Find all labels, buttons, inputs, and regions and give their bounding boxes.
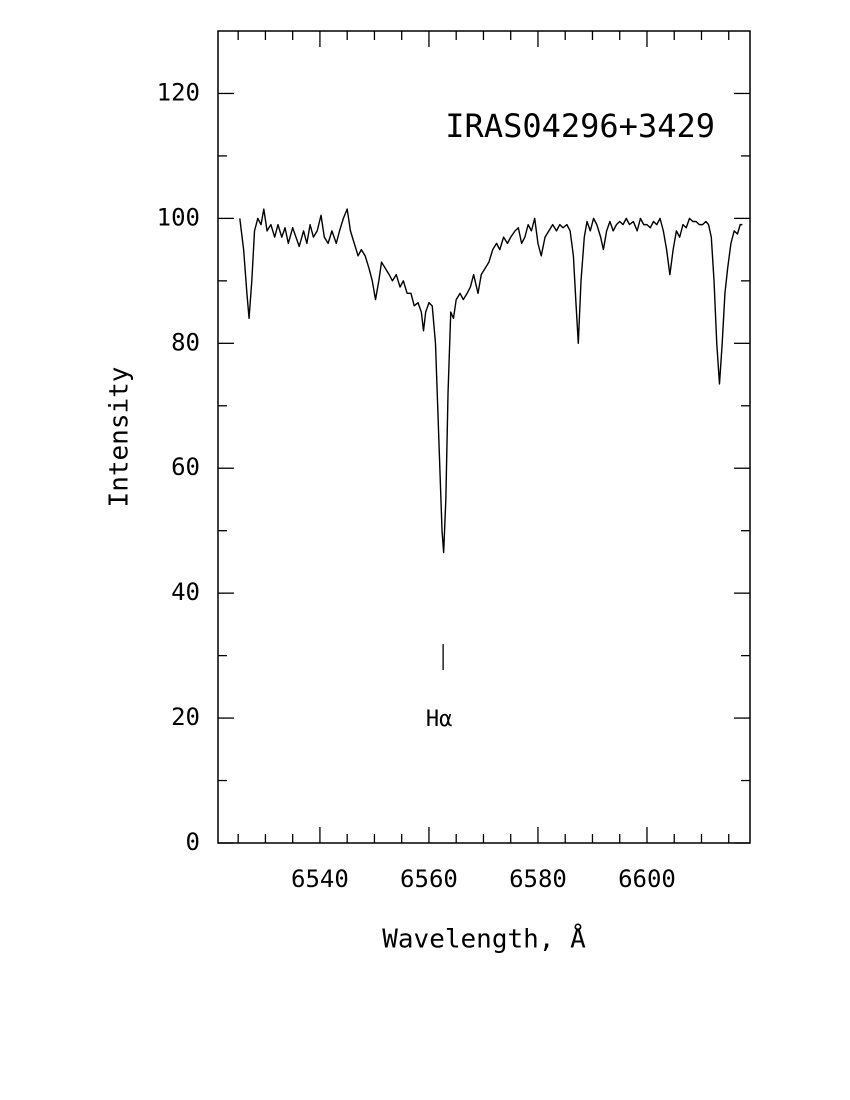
annotation: Hα xyxy=(426,707,453,732)
y-tick-label: 80 xyxy=(171,328,200,356)
y-tick-label: 0 xyxy=(186,828,200,856)
y-tick-label: 120 xyxy=(157,78,200,106)
x-axis-label: Wavelength, Å xyxy=(382,923,586,955)
y-tick-label: 60 xyxy=(171,453,200,481)
spectrum-line xyxy=(239,208,743,554)
y-axis-label: Intensity xyxy=(105,367,135,508)
x-tick-label: 6580 xyxy=(509,865,567,893)
x-tick-label: 6540 xyxy=(291,865,349,893)
y-tick-label: 20 xyxy=(171,703,200,731)
x-tick-label: 6560 xyxy=(400,865,458,893)
y-tick-label: 100 xyxy=(157,203,200,231)
plot-frame xyxy=(217,30,751,844)
x-tick-label: 6600 xyxy=(618,865,676,893)
y-tick-label: 40 xyxy=(171,578,200,606)
chart-title: IRAS04296+3429 xyxy=(445,107,715,145)
